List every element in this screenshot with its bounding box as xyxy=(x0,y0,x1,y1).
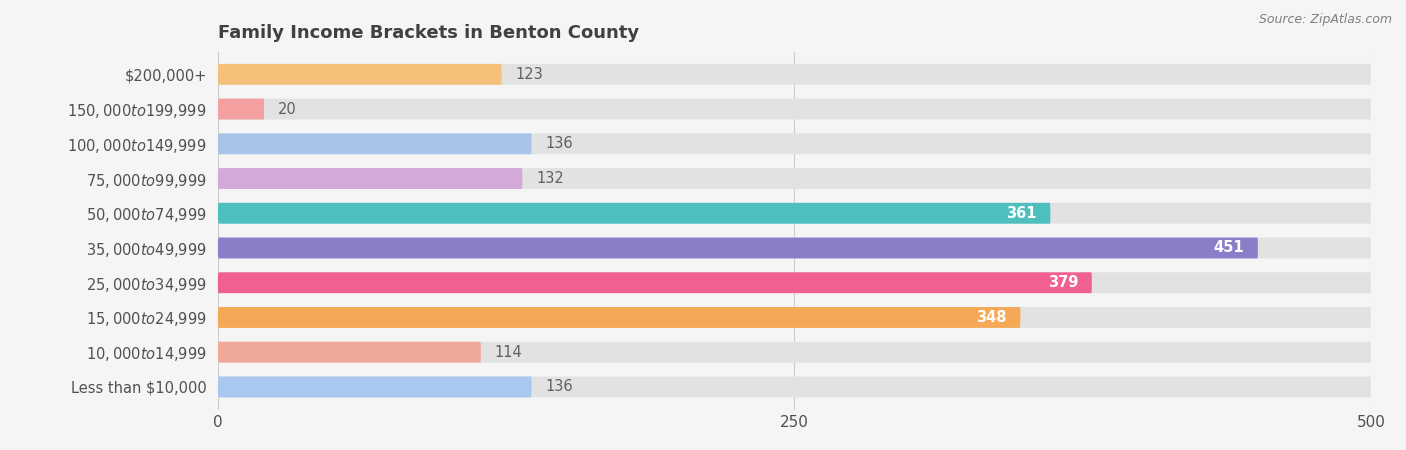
FancyBboxPatch shape xyxy=(218,272,1092,293)
Text: 451: 451 xyxy=(1213,240,1244,256)
Text: Source: ZipAtlas.com: Source: ZipAtlas.com xyxy=(1258,14,1392,27)
Text: 136: 136 xyxy=(546,379,574,394)
FancyBboxPatch shape xyxy=(218,99,264,120)
FancyBboxPatch shape xyxy=(218,168,1371,189)
Text: Family Income Brackets in Benton County: Family Income Brackets in Benton County xyxy=(218,24,640,42)
FancyBboxPatch shape xyxy=(218,377,531,397)
Text: 114: 114 xyxy=(495,345,523,360)
Text: 123: 123 xyxy=(516,67,543,82)
FancyBboxPatch shape xyxy=(218,377,1371,397)
FancyBboxPatch shape xyxy=(218,238,1258,258)
Text: 20: 20 xyxy=(278,102,297,117)
FancyBboxPatch shape xyxy=(218,99,1371,120)
Text: 136: 136 xyxy=(546,136,574,151)
FancyBboxPatch shape xyxy=(218,307,1371,328)
Text: 132: 132 xyxy=(536,171,564,186)
Text: 379: 379 xyxy=(1047,275,1078,290)
FancyBboxPatch shape xyxy=(218,133,1371,154)
FancyBboxPatch shape xyxy=(218,272,1371,293)
FancyBboxPatch shape xyxy=(218,64,1371,85)
FancyBboxPatch shape xyxy=(218,342,1371,363)
FancyBboxPatch shape xyxy=(218,168,522,189)
FancyBboxPatch shape xyxy=(218,64,502,85)
FancyBboxPatch shape xyxy=(218,238,1371,258)
FancyBboxPatch shape xyxy=(218,203,1371,224)
FancyBboxPatch shape xyxy=(218,133,531,154)
FancyBboxPatch shape xyxy=(218,307,1021,328)
FancyBboxPatch shape xyxy=(218,203,1050,224)
Text: 361: 361 xyxy=(1007,206,1036,221)
FancyBboxPatch shape xyxy=(218,342,481,363)
Text: 348: 348 xyxy=(976,310,1007,325)
